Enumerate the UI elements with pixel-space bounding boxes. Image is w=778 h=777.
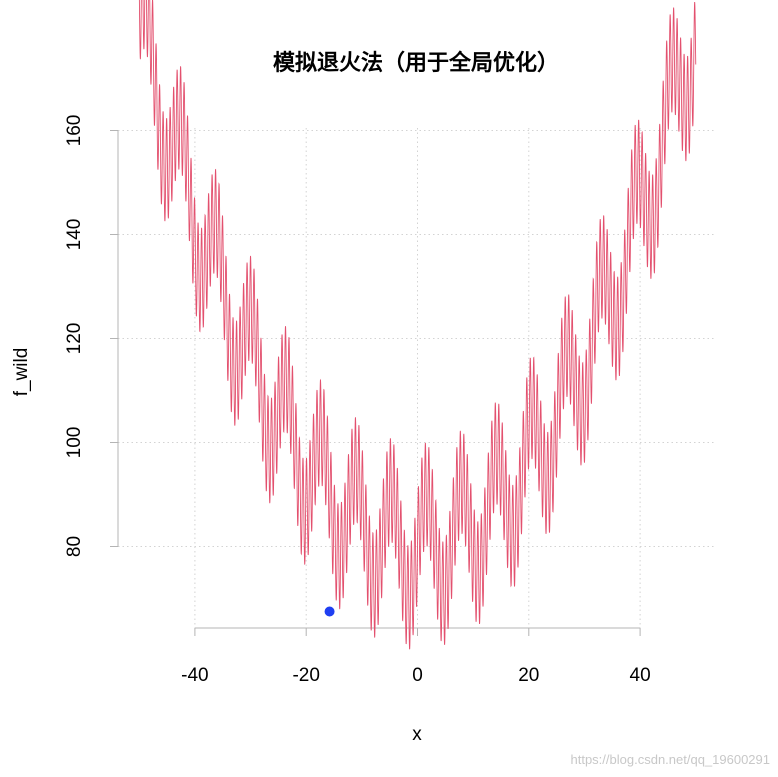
series-line [138, 0, 697, 650]
grid [118, 128, 716, 628]
y-tick-label-0: 80 [64, 536, 85, 557]
watermark: https://blog.csdn.net/qq_19600291 [570, 752, 771, 767]
optimum-point-0 [324, 606, 335, 617]
y-tick-label-3: 140 [64, 219, 85, 251]
chart-title: 模拟退火法（用于全局优化） [273, 50, 559, 76]
y-tick-label-4: 160 [64, 115, 85, 147]
x-tick-label-2: 0 [412, 665, 423, 686]
points [324, 606, 335, 617]
x-tick-label-3: 20 [518, 665, 539, 686]
ticks: -40 -20 0 20 40 80 100 120 140 160 [64, 115, 651, 686]
x-tick-label-0: -40 [181, 665, 208, 686]
y-tick-label-2: 120 [64, 323, 85, 355]
y-tick-label-1: 100 [64, 427, 85, 459]
x-tick-label-1: -20 [292, 665, 319, 686]
x-tick-label-4: 40 [630, 665, 651, 686]
y-axis-title: f_wild [11, 348, 32, 397]
x-axis-title: x [412, 724, 422, 745]
